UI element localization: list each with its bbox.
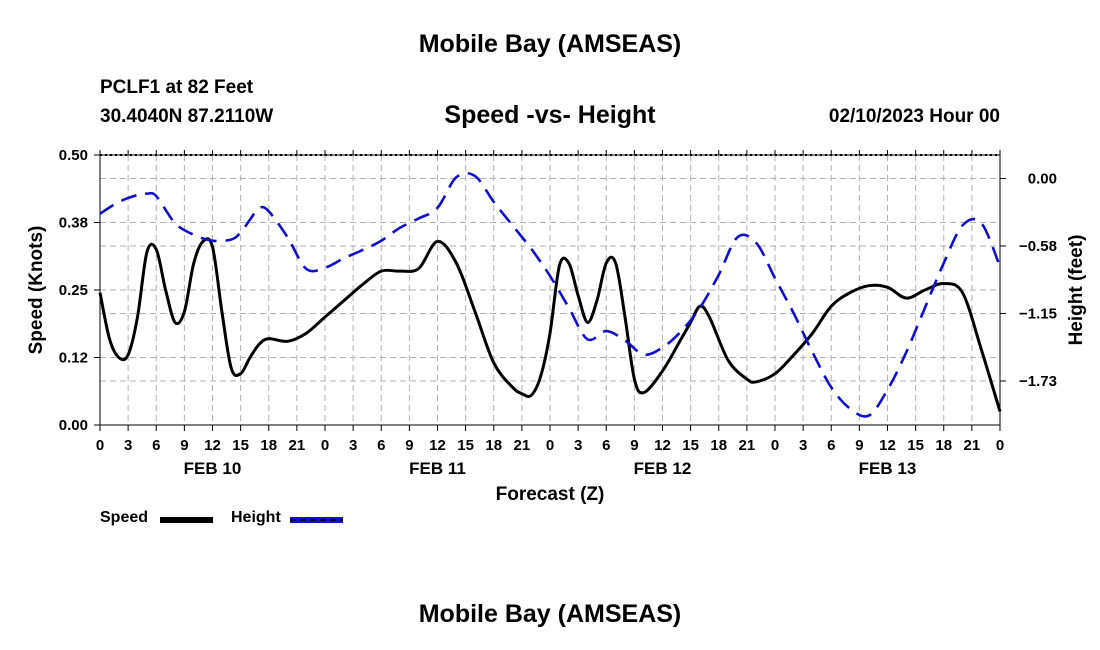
legend-height-label: Height (231, 509, 281, 526)
x-tick-label: 15 (907, 437, 924, 454)
chart-title-repeat: Mobile Bay (AMSEAS) (418, 600, 682, 628)
y-tick-label: 0.12 (59, 350, 88, 367)
x-tick-label: 12 (879, 437, 896, 454)
station-label: PCLF1 at 82 Feet (100, 77, 254, 98)
y2-tick-label: −0.58 (1019, 238, 1057, 255)
speed-series-line (98, 237, 1002, 412)
day-label: FEB 10 (184, 459, 242, 478)
x-tick-label: 21 (514, 437, 531, 454)
x-tick-label: 12 (204, 437, 221, 454)
day-label: FEB 11 (409, 459, 466, 478)
y2-tick-label: 0.00 (1028, 170, 1057, 187)
height-series-line (99, 171, 1002, 418)
x-tick-label: 15 (232, 437, 249, 454)
x-tick-label: 3 (349, 437, 357, 454)
y2-tick-label: −1.15 (1019, 305, 1057, 322)
x-tick-label: 9 (630, 437, 638, 454)
day-label: FEB 12 (634, 459, 692, 478)
x-tick-label: 18 (485, 437, 502, 454)
x-tick-label: 0 (546, 437, 554, 454)
legend-speed-label: Speed (100, 509, 149, 526)
x-tick-label: 0 (771, 437, 779, 454)
x-tick-label: 12 (429, 437, 446, 454)
x-tick-label: 3 (574, 437, 582, 454)
coordinates-label: 30.4040N 87.2110W (100, 106, 274, 127)
x-tick-label: 6 (602, 437, 610, 454)
y-tick-label: 0.50 (59, 147, 88, 164)
x-tick-label: 18 (260, 437, 277, 454)
x-tick-label: 6 (827, 437, 835, 454)
x-tick-label: 9 (405, 437, 413, 454)
x-tick-label: 18 (710, 437, 727, 454)
x-tick-label: 12 (654, 437, 671, 454)
y-tick-label: 0.25 (59, 282, 88, 299)
x-tick-label: 18 (935, 437, 952, 454)
x-tick-label: 21 (739, 437, 756, 454)
x-tick-label: 15 (682, 437, 699, 454)
y-tick-label: 0.00 (59, 417, 88, 434)
x-tick-label: 21 (289, 437, 306, 454)
y2-tick-label: −1.73 (1019, 373, 1057, 390)
x-tick-label: 9 (180, 437, 188, 454)
x-tick-label: 15 (457, 437, 474, 454)
x-tick-label: 0 (321, 437, 329, 454)
x-tick-label: 3 (124, 437, 132, 454)
chart-subtitle: Speed -vs- Height (444, 101, 656, 129)
x-tick-label: 9 (855, 437, 863, 454)
x-tick-label: 6 (152, 437, 160, 454)
x-tick-label: 0 (96, 437, 104, 454)
x-tick-label: 6 (377, 437, 385, 454)
x-tick-label: 0 (996, 437, 1004, 454)
y-axis-label: Speed (Knots) (26, 226, 47, 355)
x-axis-label: Forecast (Z) (496, 484, 605, 505)
forecast-datetime: 02/10/2023 Hour 00 (828, 106, 1000, 127)
x-tick-label: 3 (799, 437, 807, 454)
chart-title: Mobile Bay (AMSEAS) (418, 30, 682, 58)
y2-axis-label: Height (feet) (1066, 235, 1087, 346)
y-tick-label: 0.38 (59, 215, 88, 232)
day-label: FEB 13 (859, 459, 917, 478)
x-tick-label: 21 (964, 437, 981, 454)
